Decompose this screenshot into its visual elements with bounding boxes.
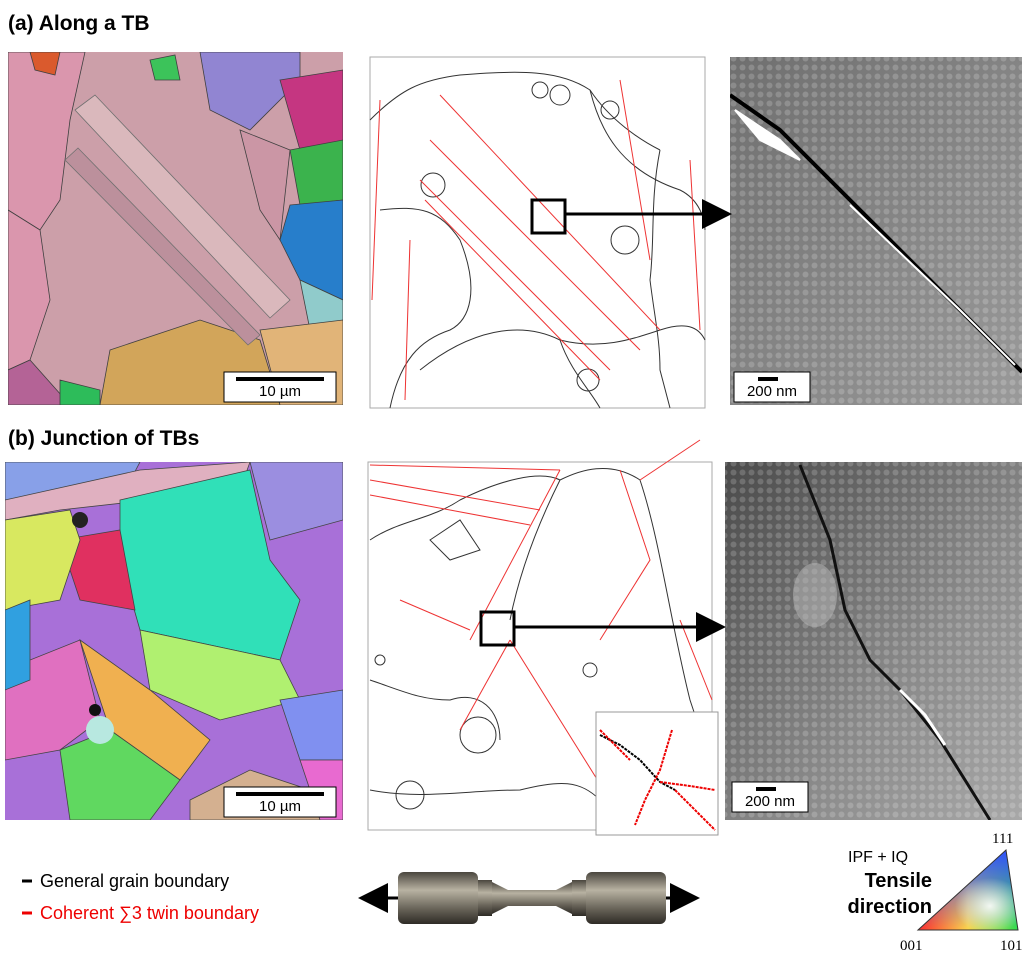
scale-label: 200 nm [745,793,795,810]
ipf-corner: 101 [1000,938,1023,954]
boundary-map [368,440,718,835]
panel-label: (a) Along a TB [8,12,150,35]
ipf-corner: 111 [992,831,1013,847]
scale-bar: 200 nm [734,372,810,402]
scale-label: 10 µm [259,383,301,400]
ipf-subtitle: Tensile direction [812,868,932,920]
figure: (a) Along a TB (b) Junction of TBs 10 µm… [0,0,1028,956]
grain-feature [793,563,837,627]
ipf-subtitle-box: Tensile direction [812,868,932,928]
particle [89,704,101,716]
legend-label: General grain boundary [40,871,229,891]
scale-label: 200 nm [747,383,797,400]
ebsd-map [8,52,343,405]
scale-bar: 10 µm [224,787,336,817]
particle [86,716,114,744]
scale-bar: 10 µm [224,372,336,402]
ipf-corner: 001 [900,938,923,954]
tem-image [725,462,1022,820]
tensile-specimen [364,872,694,924]
iq-shade [8,52,343,405]
ipf-title: IPF + IQ [848,849,908,866]
ebsd-map [5,462,343,820]
tem-image [730,57,1022,405]
particle [72,512,88,528]
grain [5,600,30,690]
scale-bar: 200 nm [732,782,808,812]
scale-label: 10 µm [259,798,301,815]
panel-label: (b) Junction of TBs [8,427,199,450]
ipf-triangle [918,850,1018,930]
inset [596,712,718,835]
legend-label: Coherent ∑3 twin boundary [40,903,259,923]
tem-texture [725,462,1022,820]
